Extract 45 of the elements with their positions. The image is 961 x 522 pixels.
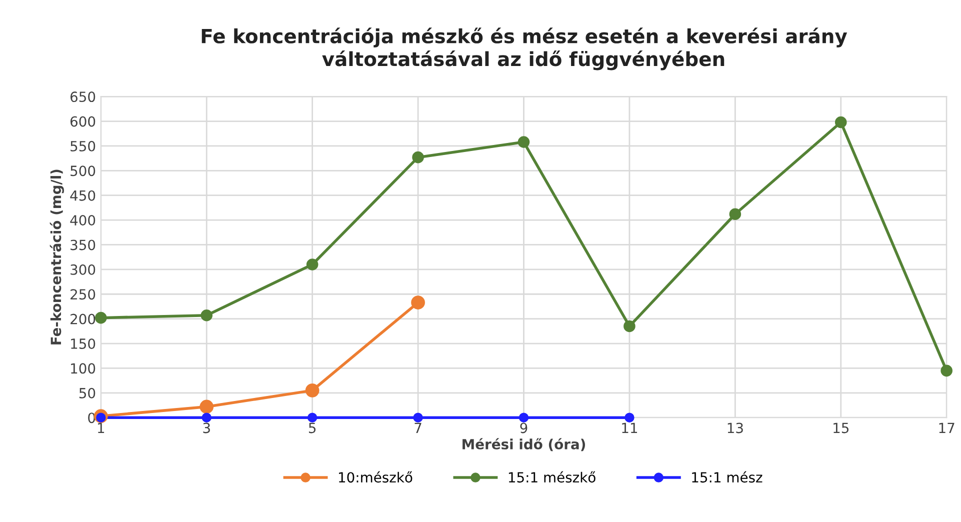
point [834,116,847,128]
point [200,309,213,322]
chart-title: Fe koncentrációja mészkő és mész esetén a keverési arány változtatásával az idő függvényében [202,28,848,70]
y-tick-label: 650 [70,92,96,102]
point [624,320,636,332]
point [202,412,212,422]
point [412,151,424,164]
y-tick-label: 150 [71,338,96,349]
x-tick-label: 7 [414,422,422,434]
point [411,296,425,310]
point [95,312,107,324]
legend-label: 15:1 mész [692,471,762,483]
y-tick-label: 600 [70,116,96,127]
point [200,400,214,414]
x-tick-label: 3 [203,422,210,434]
x-axis-title: Mérési idő (óra) [462,438,586,452]
y-tick-label: 50 [79,388,96,398]
y-axis-title: Fe-koncentráció (mg/l) [50,170,64,344]
y-tick-label: 400 [70,215,96,226]
x-tick-label: 9 [520,422,528,434]
point [624,412,634,422]
x-tick-label: 13 [728,422,743,434]
x-tick-label: 1 [98,422,104,434]
y-tick-label: 100 [71,363,96,374]
y-tick-label: 550 [70,140,96,152]
legend-label: 15:1 mészkő [508,471,596,483]
x-tick-label: 5 [308,422,316,434]
point [305,383,320,398]
y-tick-label: 200 [70,314,96,324]
x-tick-label: 15 [834,422,848,434]
y-tick-label: 450 [70,190,96,201]
point [307,412,318,422]
y-tick-label: 250 [70,289,96,300]
point [940,364,952,377]
point [306,258,318,270]
x-tick-label: 17 [939,422,954,434]
y-tick-label: 300 [70,264,96,275]
x-tick-label: 11 [622,422,638,434]
point [729,208,742,220]
point [518,136,530,148]
y-tick-label: 500 [70,166,96,176]
point [518,412,529,422]
y-tick-label: 350 [70,240,96,250]
point [413,412,423,422]
legend-label: 10:mészkő [338,471,412,483]
